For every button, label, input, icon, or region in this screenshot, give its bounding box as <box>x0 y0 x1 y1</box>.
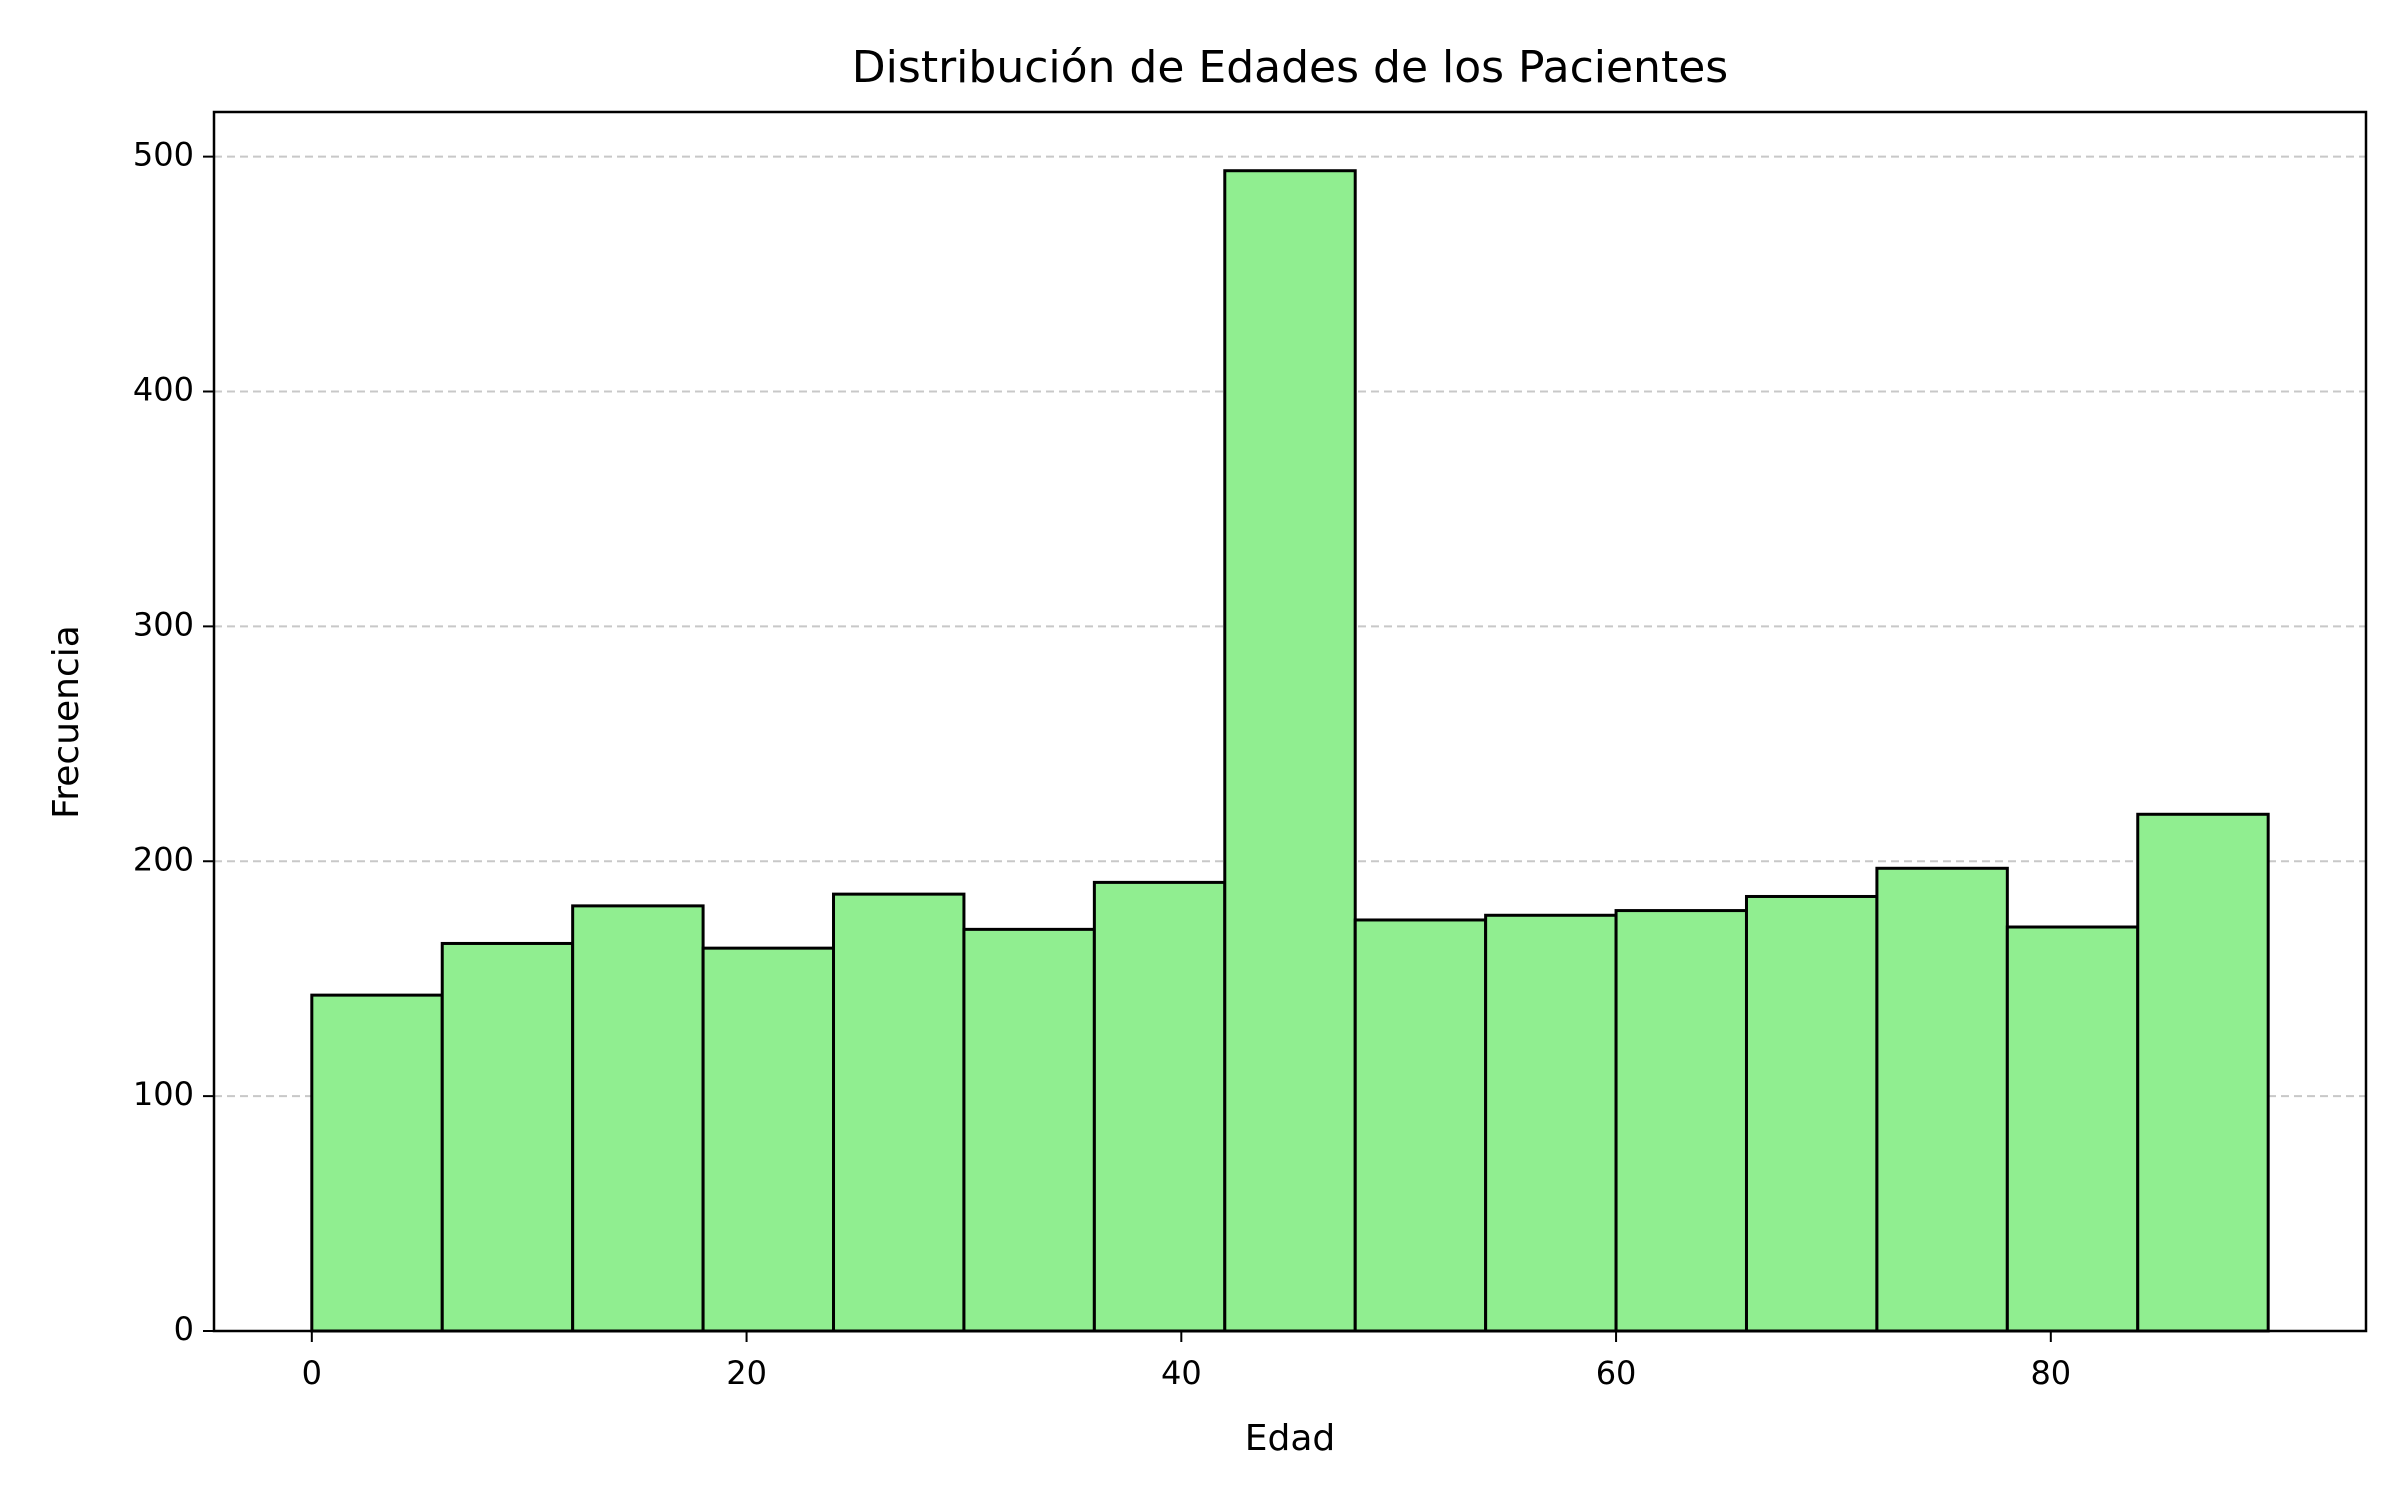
bar <box>1223 169 1357 1333</box>
bar <box>1484 913 1618 1333</box>
y-tick-label: 200 <box>133 840 194 878</box>
x-tick-label: 60 <box>1596 1354 1637 1392</box>
bar <box>1092 880 1227 1333</box>
y-tick-label: 400 <box>133 371 194 409</box>
y-tick-label: 300 <box>133 605 194 643</box>
bar <box>2136 812 2270 1333</box>
y-tick-label: 0 <box>174 1310 194 1348</box>
bar <box>440 941 575 1333</box>
plot-frame <box>212 110 2368 1333</box>
x-tick-label: 0 <box>302 1354 322 1392</box>
y-axis-label: Frecuencia <box>46 625 87 819</box>
bar <box>571 904 705 1333</box>
bar <box>1875 866 2009 1333</box>
bar <box>1744 894 1879 1333</box>
bar <box>310 993 444 1333</box>
x-tick-label: 80 <box>2030 1354 2071 1392</box>
bar <box>832 892 966 1333</box>
y-tick-label: 500 <box>133 136 194 174</box>
bar <box>962 927 1096 1333</box>
bar <box>701 946 836 1333</box>
bar <box>1353 918 1488 1333</box>
bar <box>2005 925 2140 1333</box>
x-tick-label: 20 <box>726 1354 767 1392</box>
chart-title: Distribución de Edades de los Pacientes <box>852 42 1728 93</box>
x-tick-label: 40 <box>1161 1354 1202 1392</box>
y-tick-label: 100 <box>133 1075 194 1113</box>
x-axis-label: Edad <box>1245 1418 1336 1459</box>
bar <box>1614 909 1748 1333</box>
